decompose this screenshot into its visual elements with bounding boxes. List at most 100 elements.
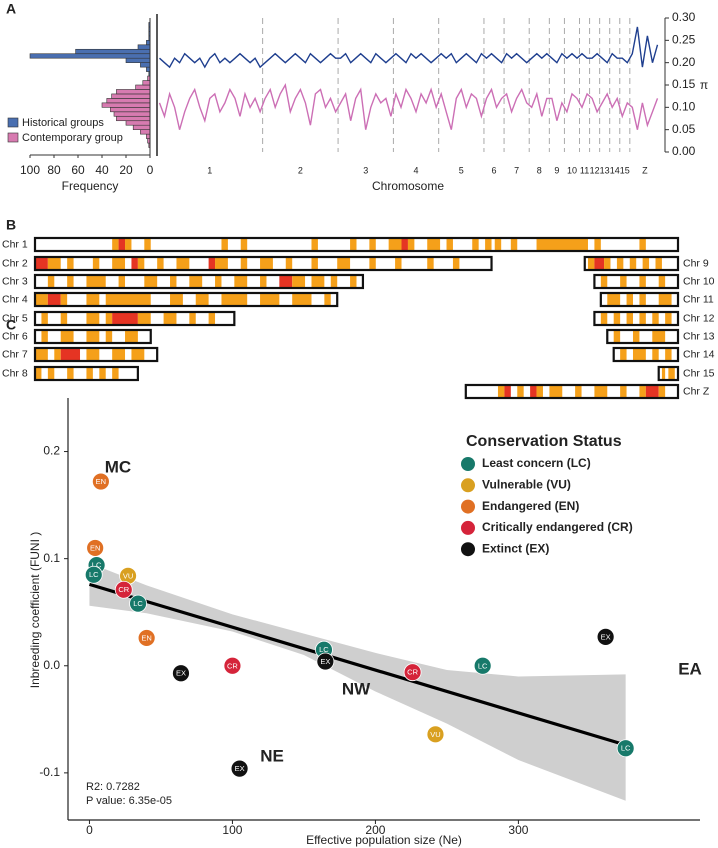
- segment: [600, 312, 608, 325]
- segment: [86, 275, 106, 288]
- histogram-bar: [116, 115, 151, 122]
- segment: [620, 275, 627, 288]
- group-label: EA: [678, 659, 702, 678]
- chromosome-name: Chr 6: [2, 330, 28, 342]
- segment: [594, 257, 605, 270]
- segment: [639, 293, 646, 306]
- chromosome-outline: [593, 310, 680, 327]
- chromosome-outline: [33, 273, 365, 290]
- histogram-bar: [140, 129, 151, 135]
- segment: [497, 385, 505, 398]
- y-tick-label: 0.25: [672, 33, 696, 47]
- line-series: [158, 83, 659, 130]
- chromosome-outline: [33, 346, 159, 363]
- stat-text: P value: 6.35e-05: [86, 795, 172, 807]
- legend-marker: [461, 499, 475, 514]
- regression-line: [88, 582, 627, 747]
- histogram-bar: [146, 66, 151, 72]
- segment: [388, 238, 402, 251]
- chromosome-outline: [33, 310, 236, 327]
- segment: [86, 312, 100, 325]
- chromosome-name: Chr Z: [683, 385, 710, 397]
- segment: [427, 238, 441, 251]
- segment: [600, 275, 608, 288]
- chromosome-label: 12: [590, 165, 600, 175]
- segment: [330, 275, 338, 288]
- chromosome-name: Chr 1: [2, 238, 28, 250]
- chromosome-name: Chr 3: [2, 275, 28, 287]
- x-tick-label: 40: [95, 163, 109, 177]
- x-tick-label: 100: [20, 163, 40, 177]
- chromosome-name: Chr 12: [683, 312, 715, 324]
- segment: [112, 367, 119, 380]
- segment: [125, 238, 132, 251]
- segment: [639, 312, 646, 325]
- segment: [613, 312, 621, 325]
- chromosome-name: Chr 8: [2, 367, 28, 379]
- species-point: [172, 664, 190, 683]
- chromosome-outline: [593, 273, 680, 290]
- segment: [324, 293, 331, 306]
- chromosome-outline: [612, 346, 680, 363]
- legend-label: Historical groups: [22, 117, 104, 129]
- segment: [118, 275, 126, 288]
- species-point: [616, 739, 635, 758]
- segment: [629, 257, 637, 270]
- segment: [311, 238, 318, 251]
- histogram-bar: [110, 107, 151, 113]
- segment: [652, 330, 666, 343]
- chromosome-name: Chr 10: [683, 275, 715, 287]
- chromosome-body: [35, 293, 338, 306]
- species-point: [230, 759, 249, 778]
- chromosome-outline: [33, 291, 339, 308]
- segment: [517, 385, 524, 398]
- group-label: MC: [105, 457, 131, 476]
- segment: [655, 257, 662, 270]
- segment: [157, 257, 164, 270]
- y-axis-label: Inbreeding coefficient (FUNI ): [28, 532, 42, 689]
- segment: [131, 348, 145, 361]
- point-label: EX: [320, 657, 330, 666]
- segment: [626, 293, 633, 306]
- segment: [240, 238, 248, 251]
- y-tick-label: 0.00: [672, 144, 696, 158]
- legend-marker: [461, 457, 475, 471]
- point-label: VU: [430, 730, 440, 739]
- chromosome-label: 2: [298, 165, 303, 175]
- panel-label: B: [6, 217, 16, 233]
- segment: [658, 293, 672, 306]
- segment: [105, 312, 113, 325]
- point-label: EX: [601, 632, 611, 641]
- species-point: [316, 652, 335, 671]
- histogram-bar: [125, 57, 151, 63]
- segment: [652, 348, 659, 361]
- segment: [536, 238, 588, 251]
- segment: [47, 293, 61, 306]
- histogram-bar: [75, 48, 151, 55]
- y-tick-label: 0.20: [672, 55, 696, 69]
- segment: [620, 348, 627, 361]
- y-tick-label: 0.1: [43, 551, 60, 565]
- histogram-bar: [106, 98, 151, 104]
- segment: [86, 348, 100, 361]
- histogram-bar: [142, 80, 151, 86]
- confidence-band: [89, 562, 626, 801]
- x-tick-label: 300: [508, 823, 528, 837]
- segment: [137, 312, 151, 325]
- x-tick-label: 80: [47, 163, 61, 177]
- segment: [47, 275, 55, 288]
- segment: [112, 257, 126, 270]
- histogram-bar: [111, 93, 151, 99]
- segment: [407, 238, 415, 251]
- species-point: [426, 725, 445, 744]
- panel-label: A: [6, 1, 16, 17]
- chromosome-outline: [606, 328, 680, 345]
- segment: [645, 385, 659, 398]
- chromosome-label: 10: [567, 165, 577, 175]
- chromosome-body: [594, 275, 678, 288]
- y-tick-label: 0.15: [672, 77, 696, 91]
- line-series: [159, 26, 659, 69]
- segment: [472, 238, 479, 251]
- legend-label: Vulnerable (VU): [482, 477, 571, 491]
